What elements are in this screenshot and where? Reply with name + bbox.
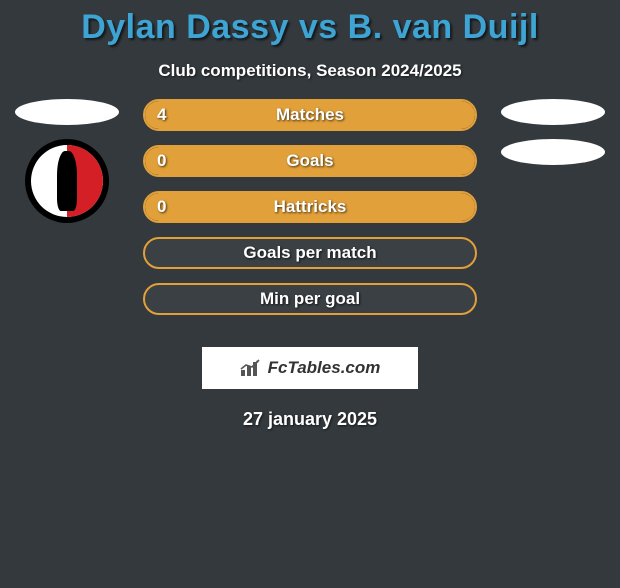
stat-label: Matches [276, 105, 344, 125]
stat-bar: Goals per match [143, 237, 477, 269]
player-left-club-logo [25, 139, 109, 223]
stat-label: Hattricks [274, 197, 347, 217]
stat-value-left: 4 [157, 105, 166, 125]
stat-label: Goals per match [243, 243, 376, 263]
stat-label: Min per goal [260, 289, 360, 309]
player-right-club-icon [501, 139, 605, 165]
stat-bar: 4 Matches [143, 99, 477, 131]
bar-chart-icon [240, 359, 262, 377]
player-left-column [6, 99, 128, 223]
comparison-title: Dylan Dassy vs B. van Duijl [0, 8, 620, 47]
player-left-country-icon [15, 99, 119, 125]
stat-value-left: 0 [157, 197, 166, 217]
stat-bar: 0 Goals [143, 145, 477, 177]
stat-bars: 4 Matches 0 Goals 0 Hattricks Goals per match M… [143, 99, 477, 315]
comparison-subtitle: Club competitions, Season 2024/2025 [0, 61, 620, 81]
brand-badge: FcTables.com [202, 347, 418, 389]
brand-text: FcTables.com [268, 358, 381, 378]
comparison-area: 4 Matches 0 Goals 0 Hattricks Goals per match M… [0, 99, 620, 339]
player-right-country-icon [501, 99, 605, 125]
stat-value-left: 0 [157, 151, 166, 171]
snapshot-date: 27 january 2025 [0, 409, 620, 430]
player-right-column [492, 99, 614, 179]
stat-bar: Min per goal [143, 283, 477, 315]
stat-bar: 0 Hattricks [143, 191, 477, 223]
stat-label: Goals [286, 151, 333, 171]
